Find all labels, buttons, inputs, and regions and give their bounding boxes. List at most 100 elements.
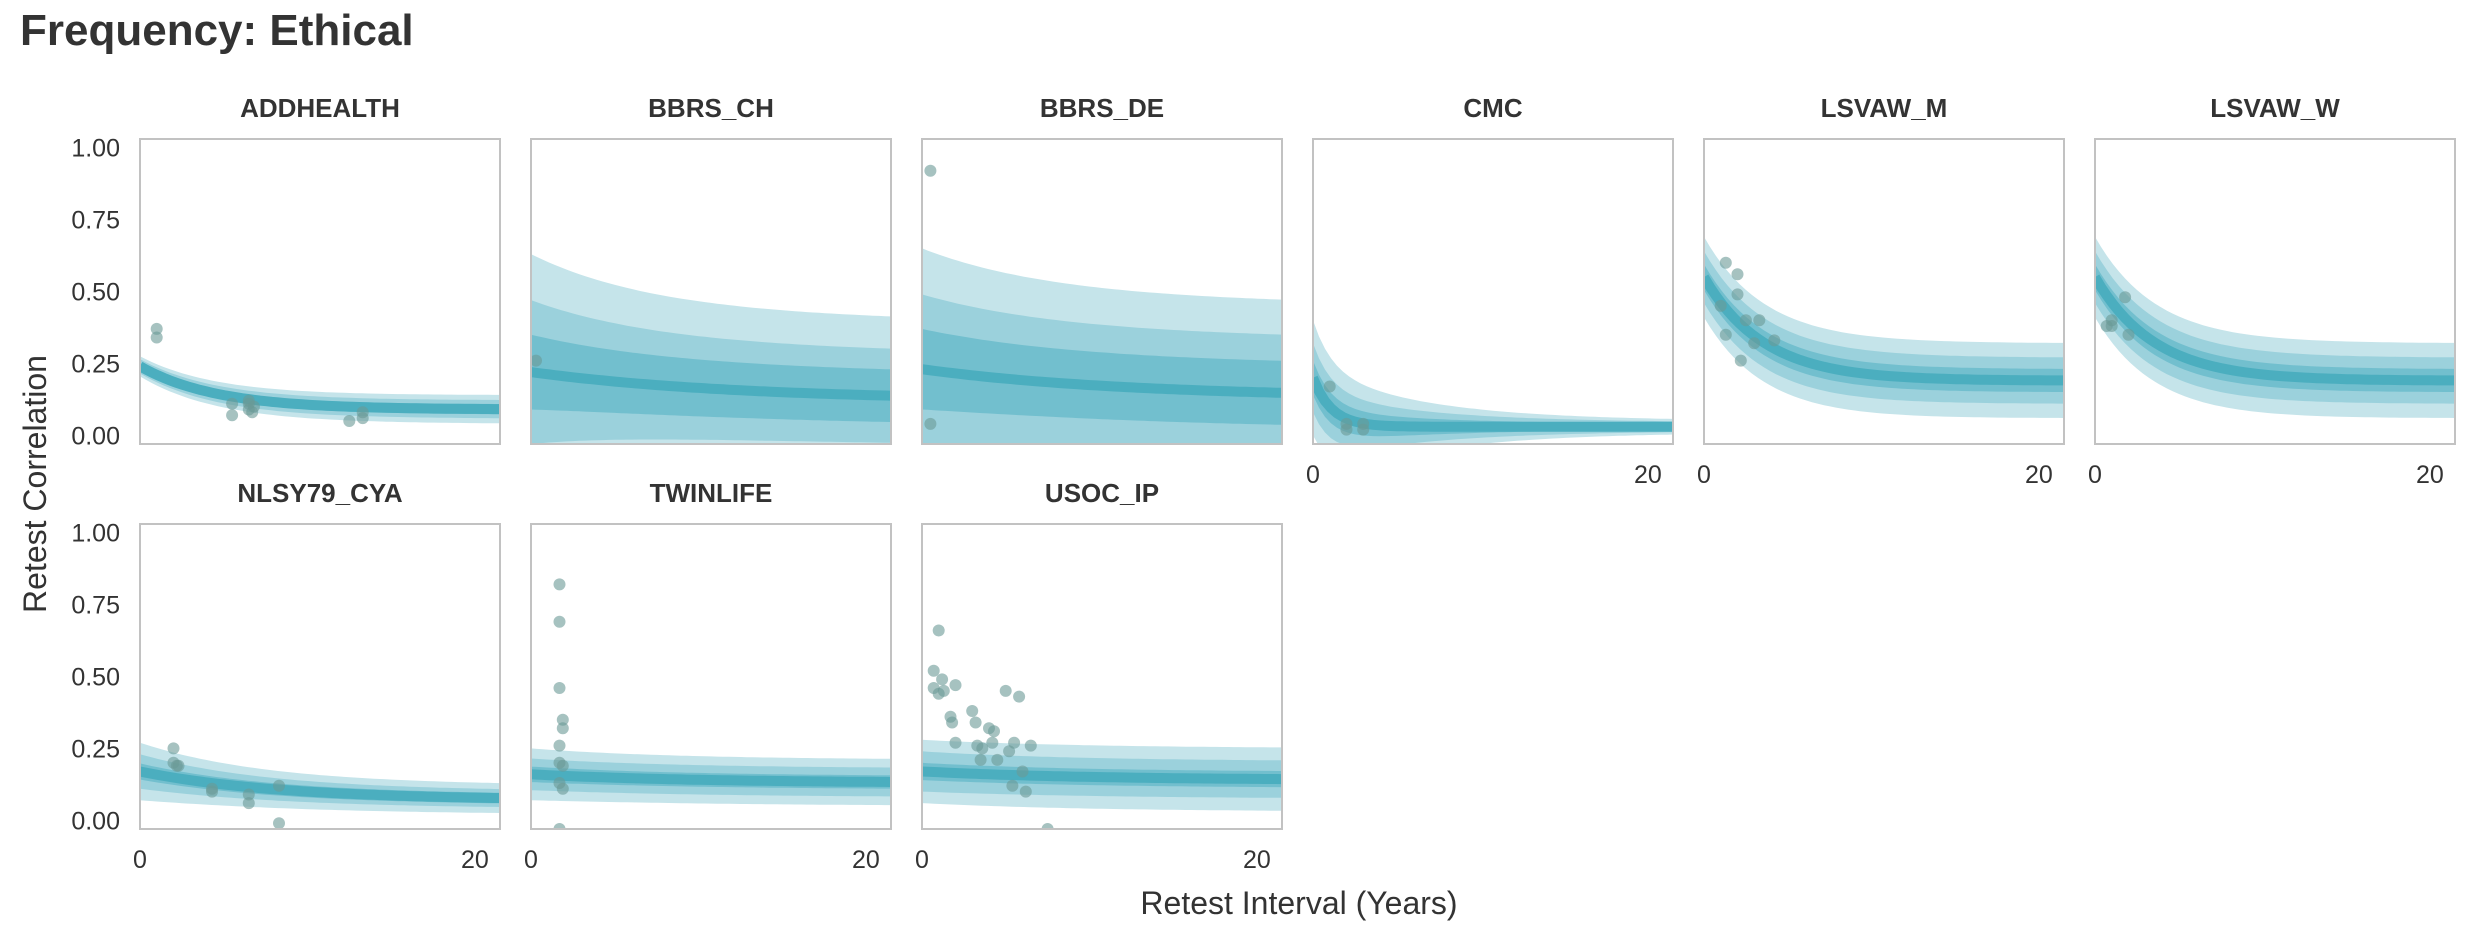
fit-line [531, 769, 891, 787]
data-point [986, 736, 999, 749]
data-point [974, 753, 987, 766]
y-tick-label: 1.00 [71, 135, 120, 163]
data-point [2105, 320, 2118, 332]
x-tick-label: 20 [2416, 461, 2444, 489]
x-tick-label: 0 [1697, 461, 1711, 489]
panel-frame [530, 523, 892, 830]
data-point [1768, 334, 1781, 347]
panel-frame [139, 138, 501, 445]
data-point [556, 759, 569, 772]
data-point [556, 782, 569, 795]
panel-frame [2094, 138, 2456, 445]
fit-line [140, 361, 500, 415]
panel-bbrs-ch: BBRS_CH [530, 93, 892, 445]
panel-frame [921, 138, 1283, 445]
data-point [924, 164, 937, 177]
data-point [553, 739, 566, 752]
x-tick-label: 0 [524, 846, 538, 874]
panel-title: LSVAW_W [2210, 93, 2340, 123]
data-point [553, 682, 566, 694]
panel-nlsy79-cya: NLSY79_CYA 0.00 0.25 0.50 0.75 1.00 0 20 [71, 478, 501, 874]
data-point [937, 684, 950, 697]
panel-title: BBRS_CH [648, 93, 774, 123]
data-point [553, 823, 566, 829]
data-point [1714, 299, 1727, 312]
data-point [150, 331, 163, 344]
data-point [242, 788, 255, 801]
data-point [1357, 417, 1370, 430]
data-point [1340, 423, 1353, 436]
data-point [988, 725, 1000, 738]
data-point [1024, 739, 1037, 752]
data-point [1016, 765, 1029, 778]
y-tick-label: 0.75 [71, 592, 120, 620]
data-point [242, 797, 255, 810]
data-point [226, 409, 239, 422]
credible-band-inner [531, 334, 891, 422]
data-point [2119, 291, 2132, 304]
data-point [936, 673, 949, 686]
data-point [1019, 785, 1032, 798]
x-tick-label: 0 [133, 846, 147, 874]
fit-line [140, 766, 500, 803]
fit-line [531, 367, 891, 401]
credible-band-inner [1313, 360, 1673, 437]
panel-title: ADDHEALTH [240, 93, 400, 123]
x-tick-label: 20 [1243, 846, 1271, 874]
panel-frame [530, 138, 892, 445]
y-tick-label: 0.50 [71, 279, 120, 307]
y-tick-label: 0.25 [71, 350, 120, 378]
data-point [1719, 328, 1732, 341]
data-point [556, 713, 569, 726]
data-point [1006, 779, 1019, 792]
panel-frame [921, 523, 1283, 830]
x-tick-label: 20 [2025, 461, 2053, 489]
data-point [924, 417, 937, 430]
data-point [556, 722, 569, 735]
y-tick-label: 0.75 [71, 207, 120, 235]
data-point [1008, 736, 1021, 749]
data-point [150, 322, 163, 335]
fit-line [922, 766, 1282, 785]
fit-line [2095, 274, 2455, 386]
data-point [226, 397, 239, 410]
figure-title: Frequency: Ethical [20, 6, 414, 55]
data-point [949, 679, 962, 692]
data-point [1719, 256, 1732, 269]
panel-usoc-ip: USOC_IP 0 20 [915, 478, 1283, 874]
panel-lsvaw-m: LSVAW_M 0 20 [1697, 93, 2065, 489]
data-point [273, 779, 285, 792]
panel-lsvaw-w: LSVAW_W 0 20 [2088, 93, 2456, 489]
data-point [1734, 354, 1747, 367]
data-point [1753, 314, 1766, 327]
data-point [531, 354, 542, 367]
x-tick-label: 20 [852, 846, 880, 874]
panel-title: TWINLIFE [650, 478, 773, 508]
fit-line [1704, 274, 2064, 386]
data-point [1323, 380, 1336, 393]
panel-frame [139, 523, 501, 830]
data-point [356, 406, 369, 419]
data-point [172, 759, 185, 772]
x-tick-label: 20 [1634, 461, 1662, 489]
x-tick-label: 0 [915, 846, 929, 874]
data-point [999, 684, 1012, 697]
data-point [1748, 337, 1761, 350]
fit-line [922, 364, 1282, 398]
x-tick-label: 20 [461, 846, 489, 874]
panel-bbrs-de: BBRS_DE [921, 93, 1283, 445]
panel-title: CMC [1463, 93, 1522, 123]
y-tick-label: 0.50 [71, 664, 120, 692]
fit-line [1313, 375, 1673, 432]
data-point [932, 624, 945, 637]
data-point [343, 415, 356, 427]
y-tick-label: 1.00 [71, 520, 120, 548]
x-axis-title: Retest Interval (Years) [1140, 885, 1457, 921]
data-point [2122, 328, 2135, 341]
data-point [273, 817, 285, 829]
panel-title: NLSY79_CYA [237, 478, 402, 508]
data-point [206, 785, 218, 798]
panel-title: BBRS_DE [1040, 93, 1164, 123]
data-point [949, 736, 962, 749]
y-axis-title: Retest Correlation [17, 355, 53, 613]
